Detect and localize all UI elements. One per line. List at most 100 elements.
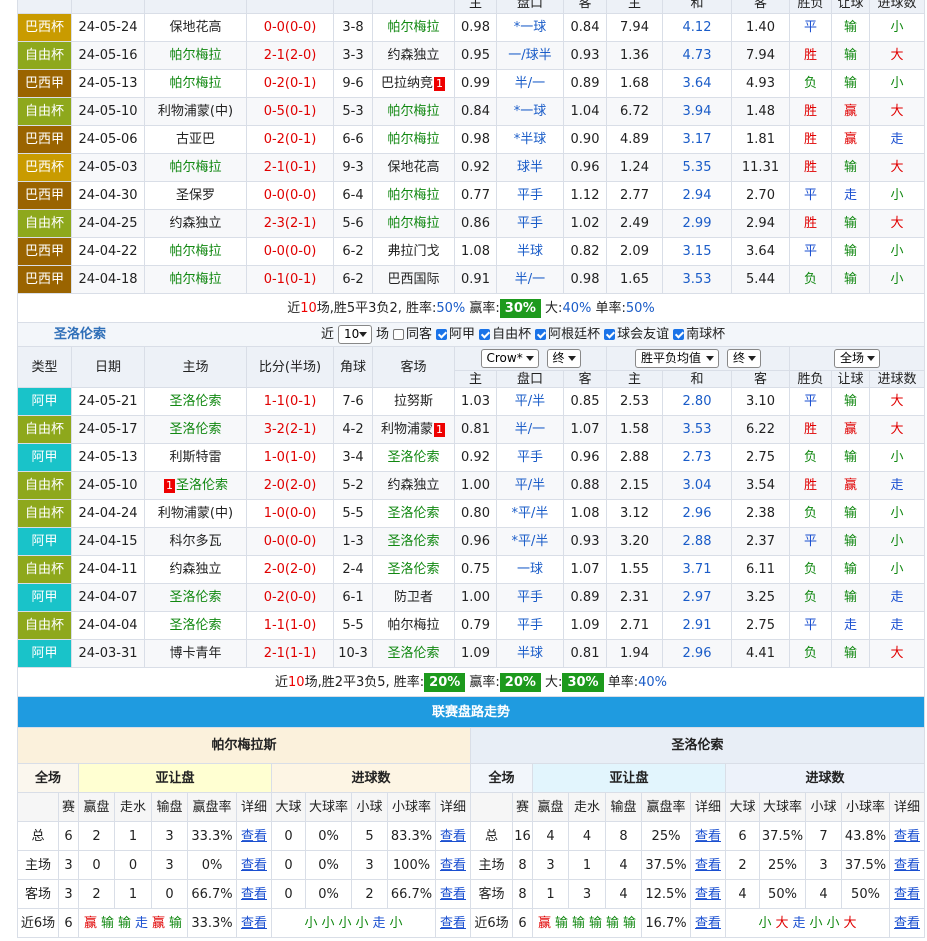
recent-rate: 16.7%: [642, 909, 691, 938]
detail-link[interactable]: 查看: [694, 858, 721, 873]
draw-odds: 2.88: [663, 528, 732, 556]
summary-part: 大:: [540, 301, 563, 316]
stat-cell: 4: [569, 822, 606, 851]
goals-result: 走: [870, 126, 925, 154]
detail-link[interactable]: 查看: [694, 829, 721, 844]
goals-result: 大: [870, 98, 925, 126]
group-header: 全场: [17, 764, 79, 793]
summary-part: 单率:: [603, 675, 639, 690]
goals-result: 走: [870, 472, 925, 500]
checkbox[interactable]: [673, 329, 685, 340]
win-odds: 2.15: [607, 472, 663, 500]
draw-odds: 2.96: [663, 500, 732, 528]
dropdown[interactable]: 终: [546, 349, 581, 368]
checkbox-label[interactable]: 南球杯: [686, 327, 726, 342]
goals-result: 小: [870, 528, 925, 556]
away-team: 弗拉门戈: [373, 238, 455, 266]
detail-link[interactable]: 查看: [893, 829, 920, 844]
home-odds: 0.75: [455, 556, 497, 584]
recent-result: 赢: [83, 916, 97, 931]
checkbox[interactable]: [604, 329, 616, 340]
win-odds: 3.12: [607, 500, 663, 528]
stat-cell: 50%: [842, 880, 890, 909]
detail-link[interactable]: 查看: [436, 880, 471, 909]
stat-cell: 1: [115, 880, 152, 909]
score: 0-2(0-1): [247, 70, 334, 98]
goals-result: 小: [870, 556, 925, 584]
detail-link[interactable]: 查看: [436, 851, 471, 880]
detail-link[interactable]: 查看: [890, 880, 925, 909]
stat-cell: 2: [79, 880, 115, 909]
away-odds: 0.88: [564, 472, 607, 500]
count-select[interactable]: 10: [338, 325, 373, 344]
checkbox-label[interactable]: 阿甲: [449, 327, 476, 342]
checkbox[interactable]: [535, 329, 547, 340]
detail-link[interactable]: 查看: [237, 880, 272, 909]
detail-link[interactable]: 查看: [240, 858, 267, 873]
detail-link[interactable]: 查看: [439, 916, 466, 931]
summary-part: 30%: [499, 299, 541, 318]
detail-link[interactable]: 查看: [240, 887, 267, 902]
handicap-result: 输: [832, 528, 870, 556]
detail-link[interactable]: 查看: [890, 822, 925, 851]
detail-link[interactable]: 查看: [890, 909, 925, 938]
column-header: 让球: [832, 371, 870, 388]
summary-part: 场,胜2平3负5, 胜率:: [304, 675, 425, 690]
detail-link[interactable]: 查看: [893, 887, 920, 902]
detail-link[interactable]: 查看: [691, 909, 726, 938]
detail-link[interactable]: 查看: [436, 822, 471, 851]
column-header: 大球率: [760, 793, 806, 822]
detail-link[interactable]: 查看: [240, 829, 267, 844]
detail-link[interactable]: 查看: [691, 822, 726, 851]
checkbox[interactable]: [479, 329, 491, 340]
detail-link[interactable]: 查看: [893, 858, 920, 873]
dropdown[interactable]: 终: [727, 349, 761, 368]
checkbox-label[interactable]: 阿根廷杯: [548, 327, 601, 342]
handicap-line: *一球: [497, 14, 564, 42]
home-team: 古亚巴: [145, 126, 247, 154]
detail-link[interactable]: 查看: [694, 887, 721, 902]
detail-link[interactable]: 查看: [237, 822, 272, 851]
match-type: 自由杯: [17, 472, 72, 500]
score: 0-0(0-0): [247, 182, 334, 210]
detail-link[interactable]: 查看: [439, 829, 466, 844]
checkbox-label[interactable]: 球会友谊: [617, 327, 670, 342]
detail-link[interactable]: 查看: [439, 858, 466, 873]
home-team: 帕尔梅拉: [145, 266, 247, 294]
detail-link[interactable]: 查看: [436, 909, 471, 938]
match-type: 巴西甲: [17, 70, 72, 98]
header-group: 胜平负均值终: [607, 347, 790, 371]
away-odds: 0.96: [564, 154, 607, 182]
detail-link[interactable]: 查看: [691, 851, 726, 880]
home-odds: 1.00: [455, 584, 497, 612]
detail-link[interactable]: 查看: [893, 916, 920, 931]
handicap-line: *一球: [497, 98, 564, 126]
match-type: 自由杯: [17, 556, 72, 584]
detail-link[interactable]: 查看: [439, 887, 466, 902]
checkbox-label[interactable]: 自由杯: [492, 327, 532, 342]
dropdown[interactable]: 胜平负均值: [635, 349, 719, 368]
stat-cell: 25%: [760, 851, 806, 880]
column-header: 主: [455, 371, 497, 388]
dropdown[interactable]: Crow*: [480, 349, 539, 368]
win-odds: 2.88: [607, 444, 663, 472]
checkbox[interactable]: [436, 329, 448, 340]
dropdown[interactable]: 全场: [834, 349, 880, 368]
group-header: 全场: [471, 764, 533, 793]
detail-link[interactable]: 查看: [691, 880, 726, 909]
checkbox[interactable]: [393, 329, 405, 340]
column-header: 主: [607, 371, 663, 388]
detail-link[interactable]: 查看: [240, 916, 267, 931]
win-odds: 1.24: [607, 154, 663, 182]
loss-odds: 4.41: [732, 640, 790, 668]
goals-result: 小: [870, 70, 925, 98]
detail-link[interactable]: 查看: [890, 851, 925, 880]
detail-link[interactable]: 查看: [694, 916, 721, 931]
score: 0-0(0-0): [247, 14, 334, 42]
detail-link[interactable]: 查看: [237, 909, 272, 938]
stat-cell: 2: [79, 822, 115, 851]
goals-result: 小: [870, 14, 925, 42]
checkbox-label[interactable]: 同客: [406, 327, 433, 342]
draw-odds: 3.64: [663, 70, 732, 98]
detail-link[interactable]: 查看: [237, 851, 272, 880]
